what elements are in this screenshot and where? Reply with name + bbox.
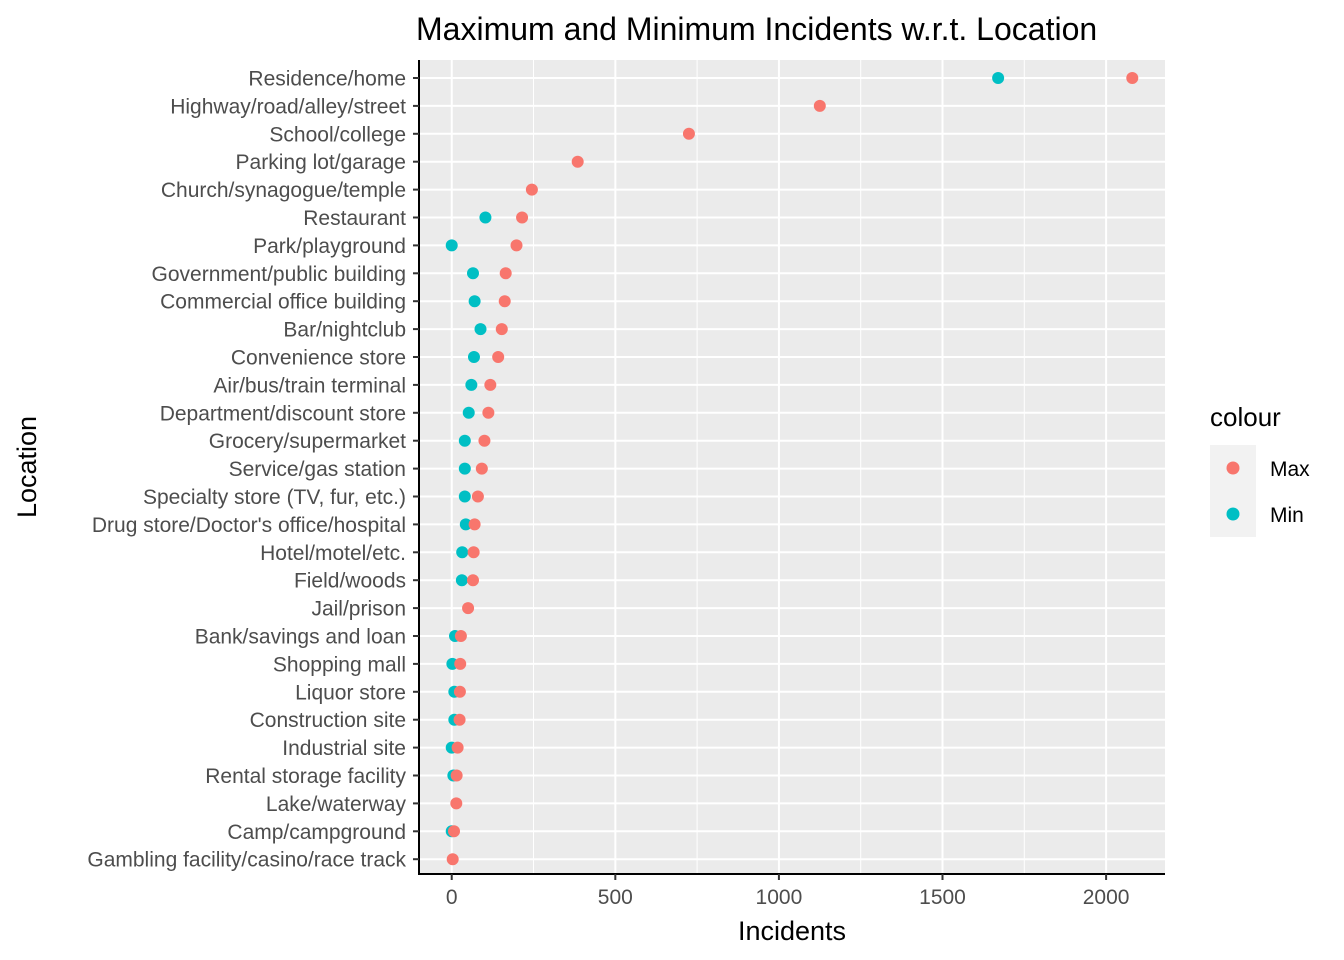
point-max [448, 825, 461, 838]
point-max [453, 713, 466, 726]
category-label: Lake/waterway [266, 793, 407, 816]
category-label: Specialty store (TV, fur, etc.) [143, 486, 406, 509]
point-min [458, 490, 471, 503]
legend-key-min [1226, 507, 1240, 521]
category-label: Grocery/supermarket [209, 430, 406, 453]
x-tick-label: 0 [446, 886, 458, 909]
x-tick-label: 500 [598, 886, 633, 909]
point-max [466, 574, 479, 587]
x-axis-title: Incidents [738, 916, 846, 946]
point-max [468, 518, 481, 531]
grid-lines [419, 60, 1165, 874]
category-label: Bar/nightclub [283, 319, 406, 342]
legend-label-max: Max [1270, 458, 1310, 481]
point-max [499, 267, 512, 280]
data-points [445, 72, 1139, 866]
category-label: Bank/savings and loan [195, 626, 406, 649]
x-tick-label: 2000 [1083, 886, 1130, 909]
x-tick-label: 1500 [919, 886, 966, 909]
point-min [458, 462, 471, 475]
category-label: Highway/road/alley/street [170, 95, 406, 118]
point-max [571, 155, 584, 168]
point-max [451, 741, 464, 754]
point-min [479, 211, 492, 224]
point-max [446, 853, 459, 866]
point-min [458, 434, 471, 447]
category-label: Parking lot/garage [236, 151, 406, 174]
point-min [456, 546, 469, 559]
point-max [682, 127, 695, 140]
category-label: Construction site [250, 709, 406, 732]
category-label: Residence/home [248, 68, 406, 91]
axes [413, 60, 1165, 880]
point-max [475, 462, 488, 475]
point-max [454, 657, 467, 670]
category-label: Park/playground [253, 235, 406, 258]
category-labels: Residence/home Highway/road/alley/street S… [87, 68, 406, 872]
point-min [467, 351, 480, 363]
point-min [445, 239, 458, 252]
legend: colour Max Min [1210, 402, 1310, 537]
category-label: Commercial office building [160, 291, 406, 314]
category-label: Restaurant [303, 207, 406, 230]
point-min [474, 323, 487, 336]
category-label: Hotel/motel/etc. [260, 542, 406, 565]
point-min [459, 518, 472, 531]
point-max [1126, 72, 1139, 84]
point-max [525, 183, 538, 196]
point-max [813, 99, 826, 112]
point-max [454, 630, 467, 642]
point-max [478, 434, 491, 447]
legend-label-min: Min [1270, 504, 1304, 527]
point-max [462, 602, 475, 615]
point-min [465, 378, 478, 391]
category-label: Service/gas station [229, 458, 406, 481]
point-max [450, 769, 463, 782]
point-min [455, 574, 468, 587]
point-max [453, 685, 466, 698]
y-axis-title: Location [12, 416, 42, 518]
legend-title: colour [1210, 402, 1281, 432]
category-label: Gambling facility/casino/race track [87, 849, 406, 872]
category-label: Department/discount store [160, 402, 406, 425]
category-label: School/college [269, 123, 406, 146]
point-max [467, 546, 480, 559]
point-min [462, 406, 475, 419]
point-min [468, 295, 481, 308]
x-tick-label: 1000 [756, 886, 803, 909]
chart-title: Maximum and Minimum Incidents w.r.t. Loc… [416, 11, 1097, 47]
category-label: Church/synagogue/temple [161, 179, 406, 202]
category-label: Convenience store [231, 347, 406, 370]
point-max [471, 490, 484, 503]
category-label: Shopping mall [273, 653, 406, 676]
category-label: Field/woods [294, 570, 406, 593]
x-tick-labels: 0 500 1000 1500 2000 [446, 886, 1130, 909]
point-max [498, 295, 511, 308]
category-label: Camp/campground [227, 821, 406, 844]
category-label: Industrial site [282, 737, 406, 760]
category-label: Rental storage facility [205, 765, 406, 788]
plot-panel [419, 60, 1165, 874]
category-label: Drug store/Doctor's office/hospital [92, 514, 406, 537]
point-max [516, 211, 529, 224]
point-max [510, 239, 523, 252]
category-label: Jail/prison [311, 598, 406, 621]
point-max [495, 323, 508, 336]
category-label: Air/bus/train terminal [213, 374, 406, 397]
point-min [992, 72, 1005, 84]
point-min [466, 267, 479, 280]
point-max [484, 378, 497, 391]
category-label: Liquor store [295, 681, 406, 704]
legend-key-max [1226, 461, 1240, 475]
point-max [482, 406, 495, 419]
point-max [492, 351, 505, 363]
category-label: Government/public building [152, 263, 406, 286]
point-max [450, 797, 463, 810]
